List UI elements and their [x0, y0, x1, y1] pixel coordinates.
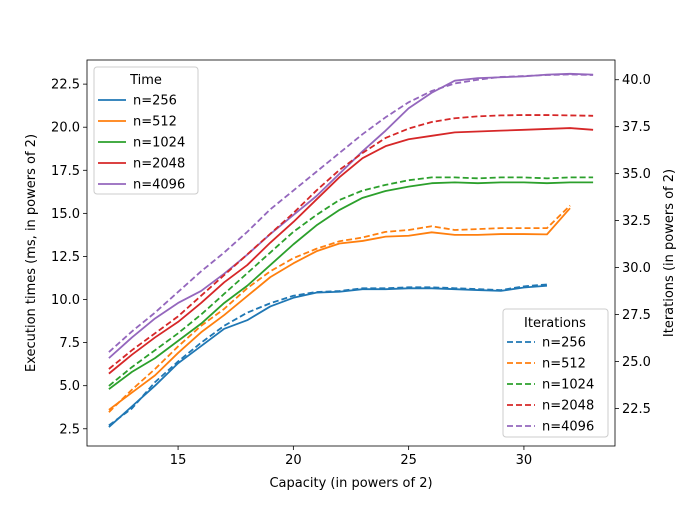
legend-time-label-n-4096: n=4096 — [133, 178, 185, 193]
legend-iterations-label-n-1024: n=1024 — [542, 378, 594, 393]
left-tick-label: 20.0 — [51, 121, 80, 136]
left-tick-label: 10.0 — [51, 293, 80, 308]
left-tick-label: 5.0 — [59, 379, 80, 394]
right-tick-label: 27.5 — [622, 308, 651, 323]
legend-time: Time n=256 n=512 n=1024 n=2048 n=4096 — [93, 66, 199, 195]
x-axis-label: Capacity (in powers of 2) — [269, 476, 432, 491]
time-line-n-1024 — [108, 181, 594, 390]
plot-frame — [86, 59, 616, 447]
left-tick-label: 15.0 — [51, 207, 80, 222]
legend-time-title: Time — [129, 73, 162, 88]
legend-iterations-label-n-512: n=512 — [542, 357, 586, 372]
iteration-line-n-2048 — [108, 114, 594, 370]
legend-iterations-title: Iterations — [524, 316, 586, 331]
legend-iterations-label-n-4096: n=4096 — [542, 420, 594, 435]
legend-time-label-n-512: n=512 — [133, 115, 177, 130]
x-axis-ticks: 15 20 25 30 — [170, 446, 532, 468]
right-tick-label: 35.0 — [622, 167, 651, 182]
iteration-series-group — [108, 73, 594, 427]
right-tick-label: 22.5 — [622, 402, 651, 417]
legend-iterations-label-n-2048: n=2048 — [542, 399, 594, 414]
right-tick-label: 25.0 — [622, 355, 651, 370]
right-axis-ticks: 22.5 25.0 27.5 30.0 32.5 35.0 37.5 40.0 — [615, 73, 651, 417]
left-tick-label: 2.5 — [59, 422, 80, 437]
left-tick-label: 22.5 — [51, 78, 80, 93]
legend-iterations: Iterations n=256 n=512 n=1024 n=2048 n=4096 — [502, 308, 609, 438]
legend-time-items: n=256 n=512 n=1024 n=2048 n=4096 — [98, 94, 185, 193]
right-tick-label: 30.0 — [622, 261, 651, 276]
left-axis-ticks: 2.5 5.0 7.5 10.0 12.5 15.0 17.5 20.0 22.5 — [51, 78, 87, 437]
x-tick-label: 15 — [170, 453, 187, 468]
left-axis-label: Execution times (ms, in powers of 2) — [24, 134, 39, 372]
iteration-line-n-1024 — [108, 176, 594, 387]
time-line-n-2048 — [108, 127, 594, 375]
right-tick-label: 40.0 — [622, 73, 651, 88]
x-tick-label: 30 — [516, 453, 533, 468]
right-tick-label: 32.5 — [622, 214, 651, 229]
legend-time-label-n-1024: n=1024 — [133, 136, 185, 151]
iteration-line-n-512 — [108, 204, 571, 413]
legend-iterations-items: n=256 n=512 n=1024 n=2048 n=4096 — [507, 336, 594, 435]
legend-time-label-n-256: n=256 — [133, 94, 177, 109]
time-line-n-512 — [108, 207, 571, 411]
legend-iterations-label-n-256: n=256 — [542, 336, 586, 351]
legend-time-label-n-2048: n=2048 — [133, 157, 185, 172]
x-tick-label: 25 — [400, 453, 417, 468]
x-tick-label: 20 — [285, 453, 302, 468]
iteration-line-n-4096 — [108, 73, 594, 353]
iteration-line-n-256 — [108, 283, 548, 427]
left-tick-label: 7.5 — [59, 336, 80, 351]
right-axis-label: Iterations (in powers of 2) — [662, 169, 677, 337]
left-tick-label: 12.5 — [51, 250, 80, 265]
right-tick-label: 37.5 — [622, 120, 651, 135]
left-tick-label: 17.5 — [51, 164, 80, 179]
